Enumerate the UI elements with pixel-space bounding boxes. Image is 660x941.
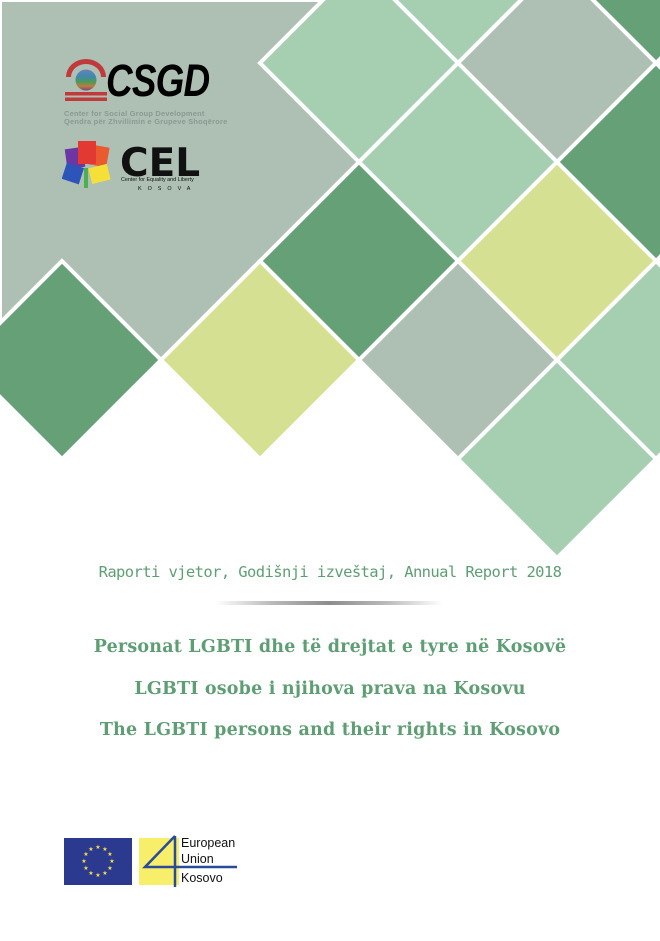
eu-flag-icon: ★ ★ ★ ★ ★ ★ ★ ★ ★ ★ ★ ★ [64,838,132,885]
cel-subtitle: Center for Equality and Liberty [121,177,194,183]
eu-stars-icon: ★ ★ ★ ★ ★ ★ ★ ★ ★ ★ ★ ★ [81,844,114,879]
svg-text:★: ★ [102,870,107,877]
csgd-subtitle-en: Center for Social Group Development [64,109,205,118]
csgd-wordmark: CSGD [106,55,210,106]
title-albanian: Personat LGBTI dhe të drejtat e tyre në … [93,637,567,657]
eu-label-european: European [181,836,236,850]
csgd-subtitle-sq: Qendra për Zhvillimin e Grupeve Shoqëror… [64,117,228,126]
title-english: The LGBTI persons and their rights in Ko… [99,720,561,740]
svg-text:★: ★ [107,851,112,858]
svg-text:★: ★ [102,846,107,853]
svg-text:★: ★ [88,846,93,853]
svg-text:★: ★ [95,844,100,851]
eu-label-union: Union [181,852,214,866]
diamond-light-green [455,357,659,560]
svg-text:★: ★ [83,851,88,858]
svg-text:★: ★ [81,858,86,865]
eu-label-kosovo: Kosovo [181,871,223,885]
diamond-yellow [158,258,362,462]
cel-wordmark: CEL [120,141,201,186]
gradient-divider [216,601,442,605]
title-serbian: LGBTI osobe i njihova prava na Kosovu [134,679,526,699]
cel-emblem-icon [62,141,111,188]
report-subtitle: Raporti vjetor, Godišnji izveštaj, Annua… [98,563,562,581]
eu-kosovo-yellow-block [139,838,179,885]
diamond-pattern-background [0,0,660,560]
svg-text:★: ★ [95,872,100,879]
diamond-dark-green [0,258,164,462]
csgd-emblem-icon [65,59,107,101]
svg-text:★: ★ [88,870,93,877]
svg-text:★: ★ [109,858,114,865]
number-four-icon [142,835,237,887]
svg-text:★: ★ [107,865,112,872]
cel-location: KOSOVA [138,186,197,192]
svg-text:★: ★ [83,865,88,872]
